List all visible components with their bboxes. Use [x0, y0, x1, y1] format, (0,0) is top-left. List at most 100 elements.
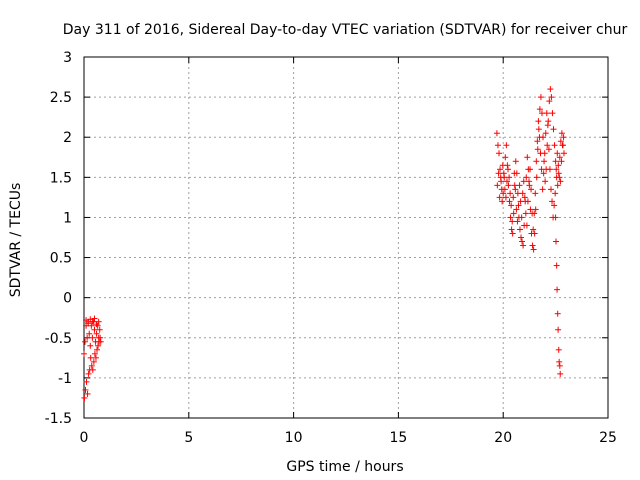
data-point: [560, 150, 567, 157]
plot-border: [83, 56, 609, 419]
data-point: [552, 190, 559, 197]
data-point: [88, 362, 95, 369]
data-point: [527, 206, 534, 213]
chart-title: Day 311 of 2016, Sidereal Day-to-day VTE…: [63, 22, 628, 38]
data-point: [97, 334, 104, 341]
data-point: [537, 94, 544, 101]
data-point: [547, 186, 554, 193]
data-point: [518, 234, 525, 241]
data-point: [556, 358, 563, 365]
data-point: [508, 202, 515, 209]
data-point: [558, 158, 565, 165]
data-point: [505, 166, 512, 173]
data-point: [534, 146, 541, 153]
data-point: [516, 182, 523, 189]
data-point: [551, 142, 558, 149]
data-point: [555, 326, 562, 333]
data-point: [539, 186, 546, 193]
data-point: [93, 346, 100, 353]
data-point: [519, 238, 526, 245]
data-point: [511, 170, 518, 177]
data-point: [556, 174, 563, 181]
data-point: [516, 226, 523, 233]
y-tick-label: 1.5: [50, 170, 72, 186]
data-point: [557, 370, 564, 377]
data-point: [553, 238, 560, 245]
y-tick-label: -1.5: [45, 411, 72, 427]
data-point: [544, 122, 551, 129]
data-point: [538, 166, 545, 173]
y-tick-label: 2: [63, 130, 72, 146]
data-point: [82, 338, 89, 345]
data-point: [85, 370, 92, 377]
data-point: [84, 390, 91, 397]
data-point: [90, 358, 97, 365]
data-point: [523, 174, 530, 181]
data-point: [510, 194, 517, 201]
data-point: [495, 170, 502, 177]
data-point: [551, 202, 558, 209]
data-point: [509, 218, 516, 225]
y-tick-label: 3: [63, 50, 72, 66]
data-point: [554, 286, 561, 293]
data-point: [555, 162, 562, 169]
data-point: [530, 226, 537, 233]
data-point: [531, 230, 538, 237]
data-point: [506, 174, 513, 181]
data-point: [552, 214, 559, 221]
x-tick-label: 10: [285, 430, 303, 446]
x-tick-label: 0: [80, 430, 89, 446]
data-point: [554, 182, 561, 189]
data-point: [507, 214, 514, 221]
data-point: [524, 198, 531, 205]
data-point: [91, 315, 98, 322]
x-tick-label: 20: [494, 430, 512, 446]
data-point: [81, 394, 88, 401]
data-point: [493, 130, 500, 137]
data-point: [541, 158, 548, 165]
data-point: [93, 330, 100, 337]
data-point: [497, 174, 504, 181]
data-point: [494, 182, 501, 189]
data-point: [542, 130, 549, 137]
data-point: [535, 118, 542, 125]
data-point: [528, 186, 535, 193]
data-point: [560, 134, 567, 141]
data-point: [91, 326, 98, 333]
data-point: [552, 158, 559, 165]
data-point: [84, 334, 91, 341]
data-point: [545, 146, 552, 153]
data-point: [542, 178, 549, 185]
data-point: [503, 142, 510, 149]
data-point: [500, 190, 507, 197]
y-tick-label: 1: [63, 210, 72, 226]
data-point: [496, 194, 503, 201]
data-point: [497, 166, 504, 173]
y-tick-label: 0.5: [50, 251, 72, 267]
data-point: [546, 98, 553, 105]
data-point: [556, 362, 563, 369]
data-point: [547, 86, 554, 93]
data-point: [95, 342, 102, 349]
data-point: [499, 162, 506, 169]
data-point: [525, 178, 532, 185]
y-tick-label: 0: [63, 291, 72, 307]
data-point: [91, 350, 98, 357]
data-point: [81, 350, 87, 357]
data-point: [521, 194, 528, 201]
data-point: [500, 170, 507, 177]
data-point: [512, 186, 519, 193]
data-point: [82, 386, 89, 393]
data-point: [87, 354, 94, 361]
data-point: [499, 198, 506, 205]
x-axis-ticks: 0 5 10 15 20 25: [80, 57, 617, 446]
data-point: [550, 126, 557, 133]
data-point: [509, 230, 516, 237]
data-point: [518, 214, 525, 221]
data-point: [529, 242, 536, 249]
data-point: [559, 142, 566, 149]
data-point: [535, 126, 542, 133]
data-point: [83, 378, 90, 385]
y-axis-ticks: -1.5 -1 -0.5 0 0.5 1 1.5 2 2.5 3: [45, 50, 608, 427]
data-point: [508, 226, 515, 233]
